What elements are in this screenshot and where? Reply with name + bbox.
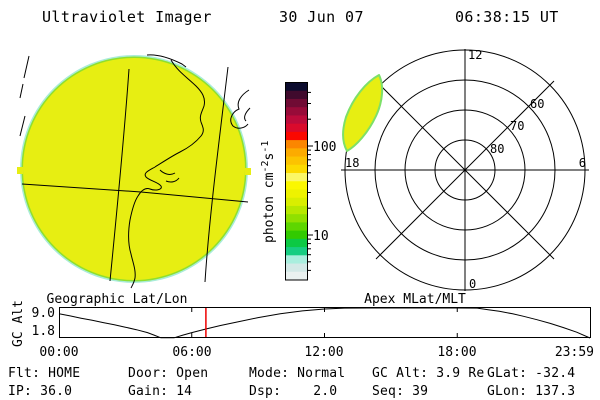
status-flt: Flt: HOME <box>8 366 81 381</box>
uv-disc-image <box>17 55 251 283</box>
coastline-detail <box>159 169 180 183</box>
ytick-9: 9.0 <box>32 306 55 321</box>
xtick-2359: 23:59 <box>555 345 594 360</box>
disc-core <box>23 58 245 280</box>
status-ip: IP: 36.0 <box>8 384 73 399</box>
disc-edge-notch <box>17 167 23 174</box>
mlat-label-70: 70 <box>510 119 524 133</box>
mlat-label-80: 80 <box>490 142 504 156</box>
mlt-label-12: 12 <box>468 48 482 62</box>
app-title: Ultraviolet Imager <box>42 8 212 26</box>
status-door: Door: Open <box>128 366 209 381</box>
status-gc-alt: GC Alt: 3.9 Re <box>372 366 485 381</box>
coastline-upper-right <box>230 89 251 129</box>
colorbar-tick-100: 100 <box>313 140 336 155</box>
longitude-line <box>204 66 229 283</box>
status-glon: GLon: 137.3 <box>487 384 576 399</box>
xtick-1800: 18:00 <box>437 345 476 360</box>
mlt-label-18: 18 <box>345 156 359 170</box>
status-seq: Seq: 39 <box>372 384 429 399</box>
polar-panel-caption: Apex MLat/MLT <box>364 292 466 307</box>
coastline-grid-overlay <box>19 54 251 289</box>
gc-alt-axis-label: GC Alt <box>11 300 26 347</box>
mlt-label-0: 0 <box>469 277 476 291</box>
mlt-label-6: 6 <box>579 156 586 170</box>
longitude-line <box>109 68 130 282</box>
ytick-1-8: 1.8 <box>32 324 55 339</box>
colorbar-tick-10: 10 <box>313 229 329 244</box>
disc-edge-notch <box>245 168 251 175</box>
xtick-0000: 00:00 <box>39 345 78 360</box>
coastline-limb <box>146 54 187 68</box>
status-dsp: Dsp: 2.0 <box>249 384 338 399</box>
gc-alt-curve <box>58 307 591 339</box>
auroral-emission-patch <box>342 74 384 152</box>
mlat-label-60: 60 <box>530 97 544 111</box>
xtick-1200: 12:00 <box>304 345 343 360</box>
grid-segments-offdisc <box>19 55 30 137</box>
mlt-diagonal <box>375 80 555 260</box>
colorbar-scale <box>286 82 307 281</box>
colorbar-unit-label: photon cm-2s-1 <box>260 141 277 243</box>
gc-alt-axis-ticks <box>191 307 458 338</box>
coastline-main <box>128 59 205 289</box>
polar-grid <box>341 49 589 291</box>
status-mode: Mode: Normal <box>249 366 346 381</box>
left-panel-caption: Geographic Lat/Lon <box>47 292 188 307</box>
status-glat: GLat: -32.4 <box>487 366 576 381</box>
colorbar-ticks <box>307 91 313 271</box>
xtick-0600: 06:00 <box>172 345 211 360</box>
time-label: 06:38:15 UT <box>455 8 559 26</box>
date-label: 30 Jun 07 <box>279 8 364 26</box>
status-gain: Gain: 14 <box>128 384 193 399</box>
